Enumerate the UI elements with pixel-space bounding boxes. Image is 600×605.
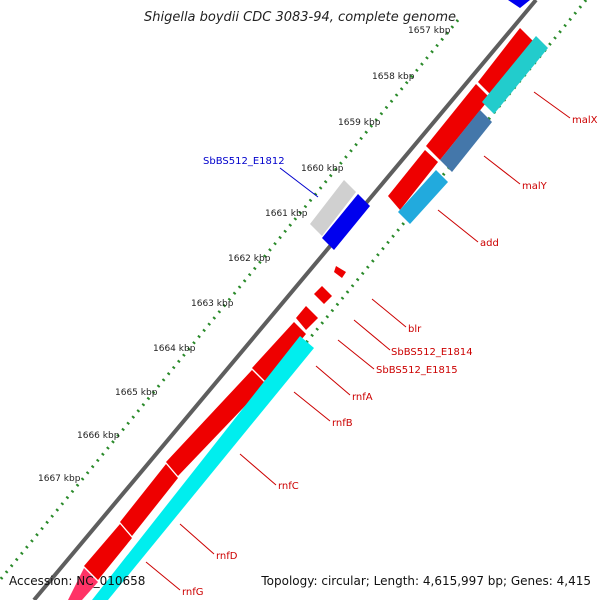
leader-line xyxy=(179,523,215,555)
tick-label: 1662 kbp xyxy=(228,254,271,264)
reverse-strand-genes xyxy=(310,0,530,250)
gene-SbBS512-E1814-cds[interactable] xyxy=(314,286,332,304)
gene-rnf-feature[interactable] xyxy=(92,336,314,600)
tick-label: 1660 kbp xyxy=(301,164,344,174)
tick-label: 1663 kbp xyxy=(191,299,234,309)
gene-label-add[interactable]: add xyxy=(480,238,499,249)
tick-label: 1667 kbp xyxy=(38,474,81,484)
tick-label: 1657 kbp xyxy=(408,26,451,36)
gene-rnfG-cds[interactable] xyxy=(68,568,98,600)
gene-label-blr[interactable]: blr xyxy=(408,324,422,335)
gene-malX-cds[interactable] xyxy=(478,28,534,96)
gene-add-cds[interactable] xyxy=(388,150,438,210)
gene-SbBS512-E1812-cds[interactable] xyxy=(322,194,370,250)
genome-backbone xyxy=(32,0,538,602)
leader-line xyxy=(437,209,479,243)
tick-label: 1661 kbp xyxy=(265,209,308,219)
gene-features xyxy=(92,36,548,600)
leader-line xyxy=(533,91,571,119)
gene-label-rnfD[interactable]: rnfD xyxy=(216,551,238,562)
gene-label-malY[interactable]: malY xyxy=(522,181,548,192)
leader-line xyxy=(371,298,407,328)
leader-line xyxy=(279,167,319,198)
gene-SbBS512-E1815-cds[interactable] xyxy=(296,306,318,330)
leader-line xyxy=(353,319,391,351)
gene-label-rnfB[interactable]: rnfB xyxy=(332,418,353,429)
gene-SbBS512-E1812-feature[interactable] xyxy=(310,180,356,236)
accession-text: Accession: NC_010658 xyxy=(9,574,146,588)
gene-malX-feature[interactable] xyxy=(482,36,548,114)
leader-line xyxy=(239,453,277,486)
tick-label: 1664 kbp xyxy=(153,344,196,354)
top-blue-gene[interactable] xyxy=(508,0,530,8)
leader-line xyxy=(483,155,521,185)
leader-line xyxy=(337,339,375,370)
tick-label: 1659 kbp xyxy=(338,118,381,128)
gene-malY-feature[interactable] xyxy=(440,110,492,172)
tick-label: 1665 kbp xyxy=(115,388,158,398)
gene-rnfA-cds[interactable] xyxy=(252,322,306,382)
label-leaders xyxy=(145,91,571,591)
gene-label-SbBS512_E1814[interactable]: SbBS512_E1814 xyxy=(391,347,473,358)
leader-line xyxy=(315,365,351,396)
tick-label: 1658 kbp xyxy=(372,72,415,82)
gene-blr-cds[interactable] xyxy=(334,266,346,278)
gene-label-malX[interactable]: malX xyxy=(572,115,598,126)
topology-text: Topology: circular; Length: 4,615,997 bp… xyxy=(261,574,591,588)
gene-label-rnfG[interactable]: rnfG xyxy=(182,587,204,598)
map-title: Shigella boydii CDC 3083-94, complete ge… xyxy=(143,10,457,25)
gene-rnfD-cds[interactable] xyxy=(84,524,132,580)
forward-strand-genes xyxy=(68,28,534,600)
gene-label-SbBS512_E1815[interactable]: SbBS512_E1815 xyxy=(376,365,458,376)
gene-label-rnfC[interactable]: rnfC xyxy=(278,481,299,492)
tick-label: 1666 kbp xyxy=(77,431,120,441)
gene-label-rnfA[interactable]: rnfA xyxy=(352,392,373,403)
gene-label-SbBS512_E1812[interactable]: SbBS512_E1812 xyxy=(203,156,285,167)
leader-line xyxy=(293,391,331,422)
gene-labels: malX malY add SbBS512_E1812 blr SbBS512_… xyxy=(182,115,598,598)
gene-rnfC-cds[interactable] xyxy=(120,464,178,536)
outer-ruler-dots xyxy=(0,19,460,581)
gene-malY-cds[interactable] xyxy=(426,84,490,160)
gene-add-feature[interactable] xyxy=(398,170,448,224)
ruler-labels: 1657 kbp 1658 kbp 1659 kbp 1660 kbp 1661… xyxy=(38,26,451,484)
gene-rnfB-cds[interactable] xyxy=(166,370,266,476)
leader-line xyxy=(145,561,181,591)
